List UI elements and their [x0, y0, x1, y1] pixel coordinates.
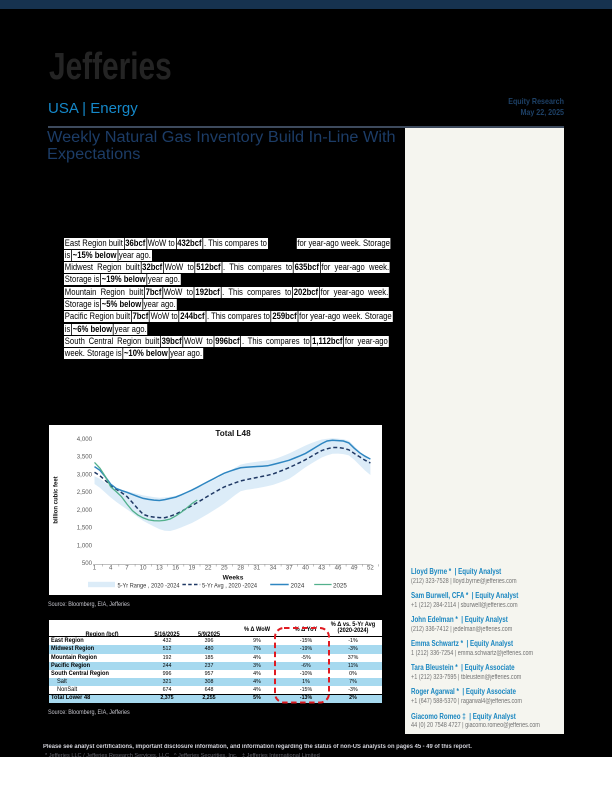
svg-text:43: 43: [318, 565, 325, 572]
svg-text:7: 7: [125, 565, 129, 572]
svg-text:19: 19: [189, 565, 196, 572]
svg-text:5-Yr Avg , 2020 -2024: 5-Yr Avg , 2020 -2024: [202, 582, 258, 589]
svg-text:1,500: 1,500: [77, 525, 93, 532]
svg-text:3,000: 3,000: [77, 471, 93, 478]
svg-text:22: 22: [205, 565, 212, 572]
svg-text:1,000: 1,000: [77, 542, 93, 549]
svg-text:31: 31: [253, 565, 260, 572]
svg-text:40: 40: [302, 565, 309, 572]
svg-text:2,500: 2,500: [77, 489, 93, 496]
svg-text:1: 1: [93, 565, 97, 572]
svg-text:13: 13: [156, 565, 163, 572]
svg-text:Total L48: Total L48: [215, 429, 251, 438]
svg-text:16: 16: [172, 565, 179, 572]
svg-text:4,000: 4,000: [77, 436, 93, 443]
svg-text:billion cubic feet: billion cubic feet: [54, 476, 60, 523]
svg-text:2024: 2024: [291, 582, 305, 589]
svg-text:5-Yr Range , 2020 -2024: 5-Yr Range , 2020 -2024: [118, 582, 181, 589]
svg-text:4: 4: [109, 565, 113, 572]
svg-text:10: 10: [140, 565, 147, 572]
svg-text:3,500: 3,500: [77, 454, 93, 461]
svg-text:500: 500: [82, 560, 93, 567]
svg-text:28: 28: [237, 565, 244, 572]
svg-text:Weeks: Weeks: [223, 575, 244, 582]
svg-text:2025: 2025: [333, 582, 347, 589]
svg-text:37: 37: [286, 565, 293, 572]
svg-text:2,000: 2,000: [77, 507, 93, 514]
svg-text:25: 25: [221, 565, 228, 572]
svg-text:34: 34: [270, 565, 277, 572]
svg-text:52: 52: [367, 565, 374, 572]
svg-text:46: 46: [335, 565, 342, 572]
svg-text:49: 49: [351, 565, 358, 572]
